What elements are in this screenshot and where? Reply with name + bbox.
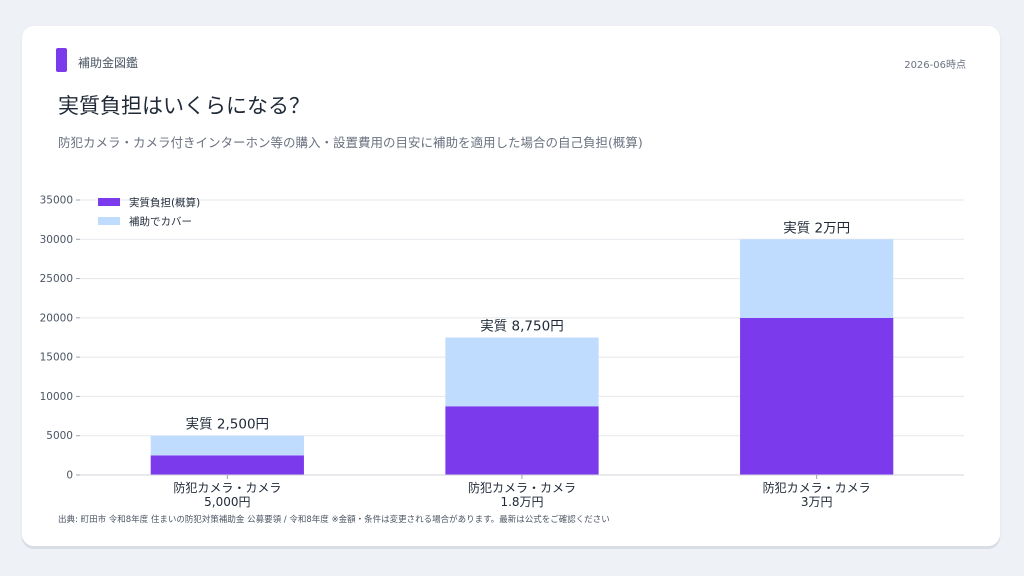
chart-card: 補助金図鑑 2026-06時点 実質負担はいくらになる？ 防犯カメラ・カメラ付き… xyxy=(22,26,1000,546)
y-tick-label: 25000 xyxy=(40,273,73,285)
page-title: 実質負担はいくらになる？ xyxy=(58,94,310,118)
source-note: 出典: 町田市 令和8年度 住まいの防犯対策補助金 公募要領 / 令和8年度 ※… xyxy=(58,515,610,525)
x-tick-label: 防犯カメラ・カメラ xyxy=(763,480,871,495)
y-tick-label: 0 xyxy=(66,470,73,482)
data-label: 実質 2万円 xyxy=(783,220,850,236)
label-layer: 実質 2,500円 実質 8,750円 実質 2万円 xyxy=(186,220,851,432)
legend: 実質負担(概算) 補助でカバー xyxy=(98,196,200,228)
bar-covered xyxy=(445,337,599,407)
stacked-bar-chart: 実質 2,500円 実質 8,750円 実質 2万円 0 5000 10000 15000… xyxy=(40,195,964,509)
bar-burden xyxy=(445,406,599,475)
bar-covered xyxy=(740,239,894,318)
x-tick-label: 3万円 xyxy=(801,495,833,509)
brand-label: 補助金図鑑 xyxy=(78,56,139,70)
legend-label: 補助でカバー xyxy=(129,215,192,228)
x-tick-label: 防犯カメラ・カメラ xyxy=(468,480,576,495)
bar-covered xyxy=(150,435,304,456)
legend-swatch xyxy=(98,217,120,225)
y-tick-label: 5000 xyxy=(46,430,73,442)
y-tick-label: 20000 xyxy=(40,312,73,324)
data-label: 実質 2,500円 xyxy=(186,417,269,433)
x-tick-label: 5,000円 xyxy=(204,495,250,509)
bar-burden xyxy=(740,317,894,475)
bar-layer xyxy=(150,239,894,475)
legend-swatch xyxy=(98,198,120,206)
y-tick-label: 15000 xyxy=(40,352,73,364)
bar-burden xyxy=(150,455,304,475)
axis-layer: 0 5000 10000 15000 20000 25000 30000 35000 防犯カメラ… xyxy=(40,195,964,509)
data-label: 実質 8,750円 xyxy=(480,319,563,335)
y-tick-label: 30000 xyxy=(40,234,73,246)
page-subtitle: 防犯カメラ・カメラ付きインターホン等の購入・設置費用の目安に補助を適用した場合の… xyxy=(58,135,643,150)
brand-accent-bar xyxy=(56,48,67,72)
y-tick-label: 35000 xyxy=(40,195,73,207)
x-tick-label: 1.8万円 xyxy=(500,495,543,509)
legend-label: 実質負担(概算) xyxy=(129,196,200,209)
x-tick-label: 防犯カメラ・カメラ xyxy=(173,480,281,495)
y-tick-label: 10000 xyxy=(40,391,73,403)
as-of-date: 2026-06時点 xyxy=(904,60,966,71)
